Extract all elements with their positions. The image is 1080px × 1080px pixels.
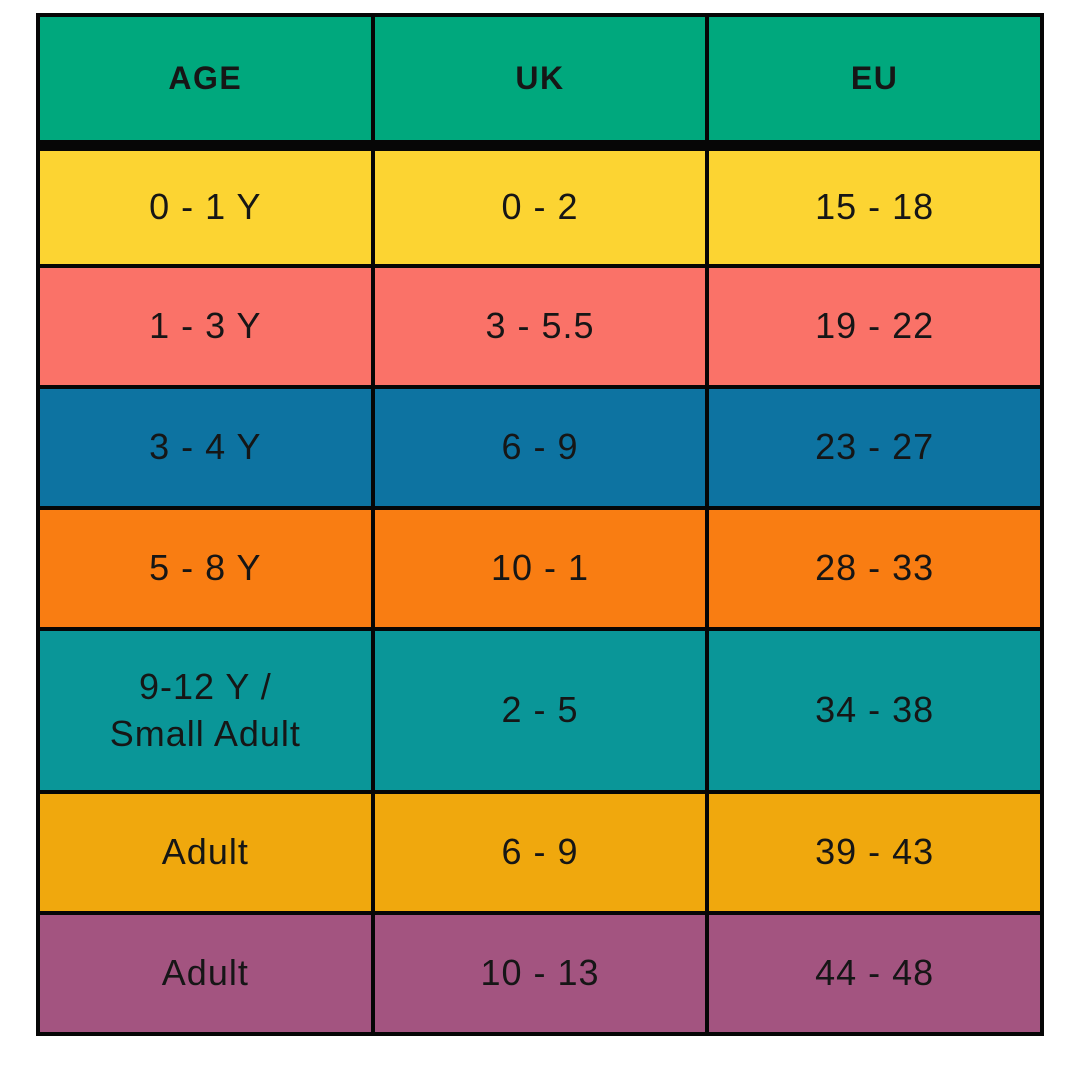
cell-eu: 23 - 27: [705, 385, 1044, 510]
cell-uk: 10 - 13: [370, 911, 710, 1036]
cell-eu: 19 - 22: [705, 264, 1044, 389]
cell-uk: 6 - 9: [370, 790, 710, 915]
cell-uk: 10 - 1: [370, 506, 710, 631]
cell-uk: 2 - 5: [370, 627, 710, 794]
cell-age: 1 - 3 Y: [36, 264, 375, 389]
header-cell-age: AGE: [36, 13, 375, 151]
cell-age: 0 - 1 Y: [36, 143, 375, 268]
cell-age: Adult: [36, 790, 375, 915]
cell-uk: 3 - 5.5: [370, 264, 710, 389]
cell-eu: 34 - 38: [705, 627, 1044, 794]
cell-eu: 44 - 48: [705, 911, 1044, 1036]
cell-age: Adult: [36, 911, 375, 1036]
header-cell-eu: EU: [705, 13, 1044, 151]
cell-uk: 6 - 9: [370, 385, 710, 510]
cell-uk: 0 - 2: [370, 143, 710, 268]
table-row: 5 - 8 Y 10 - 1 28 - 33: [36, 506, 1044, 631]
cell-age: 9-12 Y / Small Adult: [36, 627, 375, 794]
table-row: Adult 6 - 9 39 - 43: [36, 790, 1044, 915]
cell-eu: 15 - 18: [705, 143, 1044, 268]
cell-eu: 39 - 43: [705, 790, 1044, 915]
header-cell-uk: UK: [370, 13, 710, 151]
header-row: AGE UK EU: [36, 13, 1044, 151]
cell-eu: 28 - 33: [705, 506, 1044, 631]
cell-age: 3 - 4 Y: [36, 385, 375, 510]
table-row: Adult 10 - 13 44 - 48: [36, 911, 1044, 1036]
cell-age: 5 - 8 Y: [36, 506, 375, 631]
table-row: 9-12 Y / Small Adult 2 - 5 34 - 38: [36, 627, 1044, 794]
